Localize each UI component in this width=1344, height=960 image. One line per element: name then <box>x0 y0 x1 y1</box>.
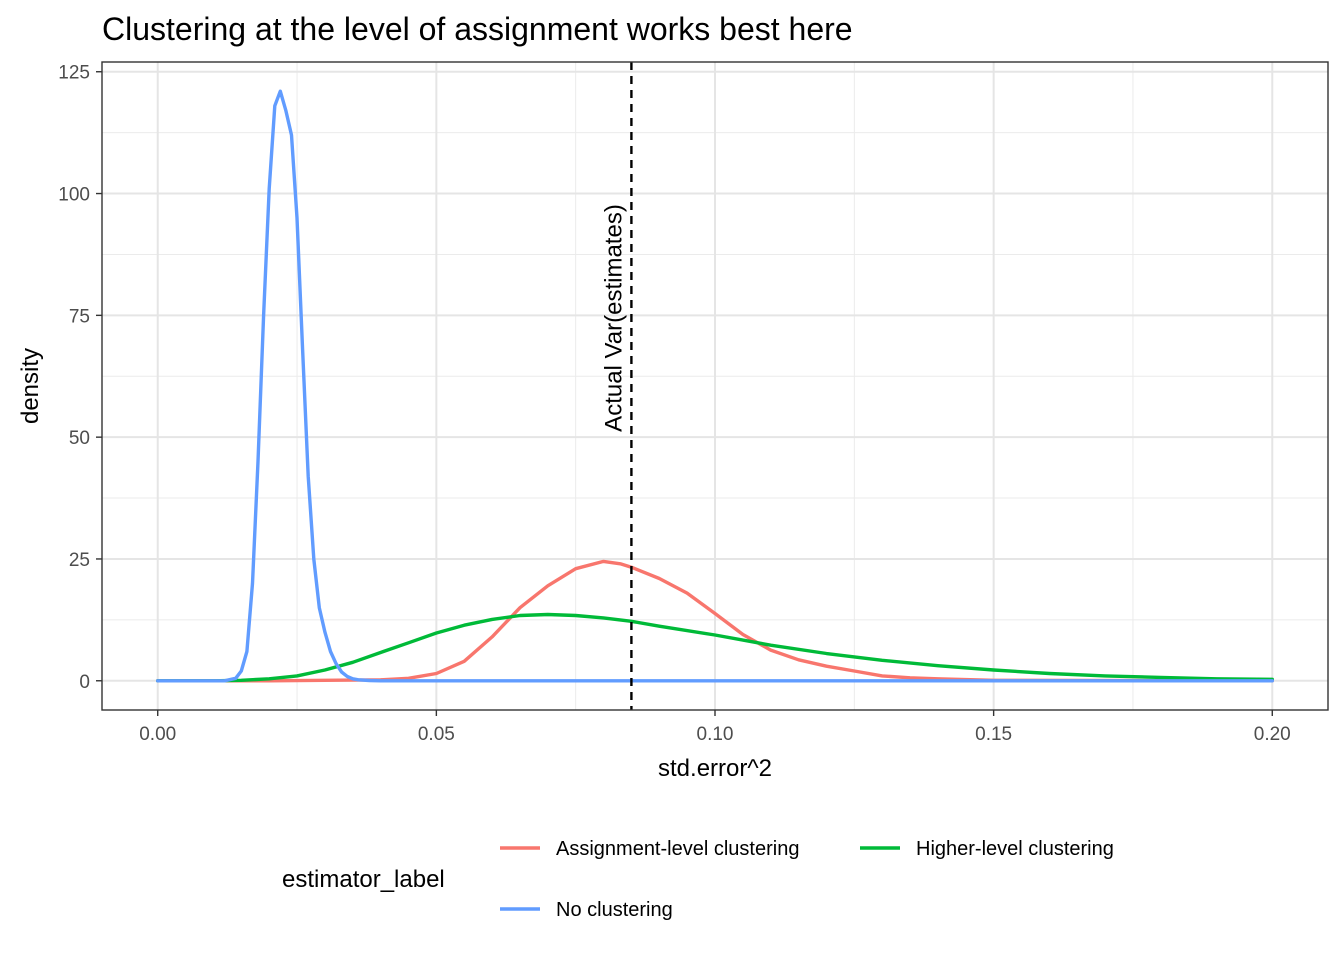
y-tick-label: 75 <box>69 306 90 327</box>
series-line-0 <box>155 559 1275 683</box>
series-lines <box>155 89 1275 683</box>
y-tick-label: 100 <box>58 185 90 206</box>
series-line-1 <box>155 612 1275 683</box>
chart-title: Clustering at the level of assignment wo… <box>102 11 853 47</box>
x-tick-label: 0.20 <box>1254 724 1291 745</box>
x-tick-label: 0.15 <box>975 724 1012 745</box>
reference-line-group: Actual Var(estimates) <box>600 62 633 710</box>
y-tick-label: 125 <box>58 63 90 84</box>
x-axis-title: std.error^2 <box>658 755 772 782</box>
y-tick-label: 25 <box>69 550 90 571</box>
legend-label-1: Higher-level clustering <box>916 838 1114 860</box>
y-tick-label: 0 <box>79 672 90 693</box>
axis-ticks: 0.00 0.05 0.10 0.15 0.20 0 25 50 75 100 125 <box>58 63 1290 745</box>
legend-label-2: No clustering <box>556 899 673 921</box>
series-line-2 <box>155 89 1275 683</box>
legend: estimator_label Assignment-level cluster… <box>282 838 1114 921</box>
legend-title: estimator_label <box>282 866 445 893</box>
y-tick-label: 50 <box>69 428 90 449</box>
reference-line-label: Actual Var(estimates) <box>600 204 627 432</box>
y-axis-title: density <box>17 348 44 424</box>
legend-items: Assignment-level clustering Higher-level … <box>500 838 1114 921</box>
x-tick-label: 0.10 <box>697 724 734 745</box>
x-tick-label: 0.00 <box>139 724 176 745</box>
x-tick-label: 0.05 <box>418 724 455 745</box>
legend-label-0: Assignment-level clustering <box>556 838 799 860</box>
